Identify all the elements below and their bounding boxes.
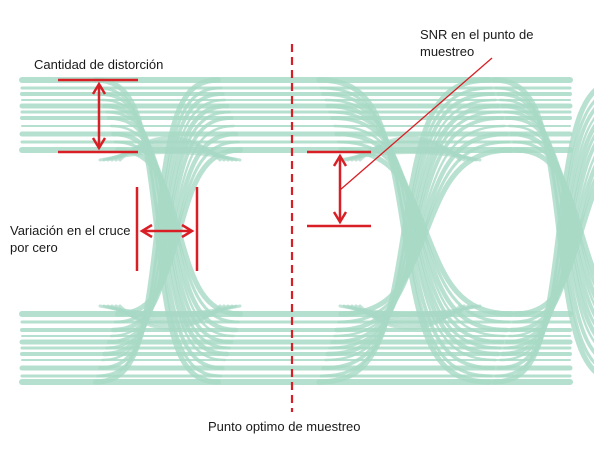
variation-label-line-1: Variación en el cruce [10,223,131,238]
eye-trace [118,304,222,330]
eye-trace [328,110,502,350]
distortion-label: Cantidad de distorción [34,57,164,72]
eye-trace [316,77,492,385]
snr-label-line-2: muestreo [420,44,475,59]
snr-marker [307,150,371,228]
eye-trace [494,99,594,378]
eye-trace [358,304,462,330]
zero-crossing-marker [135,187,199,271]
eye-trace [503,134,594,350]
eye-trace [513,186,594,317]
sampling-point-label: Punto optimo de muestreo [208,419,361,434]
eye-trace [319,86,493,378]
eye-pattern-traces [19,77,594,385]
eye-trace [321,92,496,370]
eye-trace [325,103,501,357]
snr-label: SNR en el punto de muestreo [420,26,533,60]
eye-trace [491,87,594,385]
zero-crossing-variation-label: Variación en el cruce por cero [10,222,130,256]
variation-label-line-2: por cero [10,240,58,255]
eye-trace [500,123,594,357]
snr-label-line-1: SNR en el punto de [420,27,534,42]
snr-leader-line [339,57,493,191]
eye-trace [505,142,594,344]
distortion-marker [58,78,138,154]
eye-trace [330,116,505,344]
eye-trace [509,164,594,333]
eye-trace [496,107,594,370]
